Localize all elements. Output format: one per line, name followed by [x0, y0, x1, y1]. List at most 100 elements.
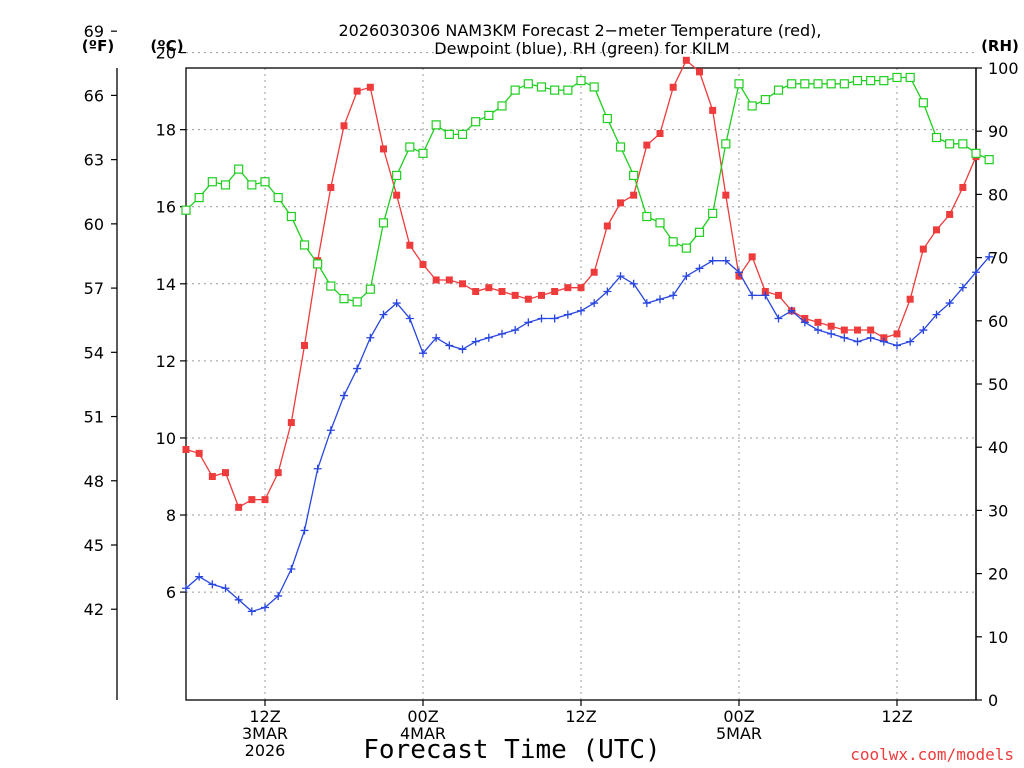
dewpoint-point	[208, 580, 217, 589]
dewpoint-line	[185, 256, 990, 613]
rh-point	[576, 76, 586, 86]
dewpoint-point	[432, 333, 441, 342]
gridlines	[186, 52, 976, 700]
rh-point	[286, 211, 296, 222]
dewpoint-point	[590, 299, 599, 308]
series-group	[181, 56, 994, 616]
rh-point	[510, 85, 520, 95]
rh-point	[945, 139, 955, 149]
dewpoint-point	[392, 299, 401, 308]
dewpoint-point	[735, 268, 743, 277]
temperature-point	[511, 291, 519, 299]
temperature-point	[564, 284, 572, 292]
temperature-point	[353, 87, 361, 95]
rh-point	[734, 79, 744, 89]
temperature-point	[893, 330, 901, 338]
temperature-point	[432, 276, 440, 284]
dewpoint-point	[326, 426, 335, 435]
rh-point	[642, 211, 652, 222]
rh-point	[826, 79, 836, 89]
x-tick-label: 2026	[245, 741, 286, 760]
dewpoint-point	[182, 584, 190, 593]
rh-tick-label: 30	[988, 501, 1008, 520]
temperature-point	[406, 241, 414, 249]
rh-point	[708, 208, 718, 218]
temperature-point	[380, 145, 387, 153]
temperature-point	[301, 341, 308, 349]
fahrenheit-tick-label: 54	[84, 343, 104, 362]
dewpoint-point	[682, 272, 691, 281]
rh-point	[550, 85, 560, 95]
x-axis-title: Forecast Time (UTC)	[363, 735, 660, 765]
celsius-tick-label: 8	[166, 506, 176, 525]
dewpoint-point	[840, 333, 849, 342]
dewpoint-point	[340, 391, 348, 400]
rh-point	[181, 205, 191, 215]
rh-point	[431, 120, 441, 130]
rh-point	[497, 101, 507, 111]
fahrenheit-tick-label: 45	[84, 536, 104, 555]
dewpoint-point	[879, 337, 888, 346]
temperature-point	[919, 245, 927, 253]
dewpoint-point	[708, 256, 717, 265]
rh-point	[207, 177, 217, 187]
dewpoint-point	[669, 291, 678, 300]
rh-point	[866, 76, 876, 86]
temperature-point	[617, 199, 624, 207]
rh-point	[536, 82, 547, 92]
fahrenheit-unit-label: (ºF)	[82, 37, 114, 55]
dewpoint-point	[866, 333, 875, 342]
temperature-point	[261, 496, 269, 504]
dewpoint-point	[419, 349, 427, 358]
rh-point	[629, 170, 639, 181]
dewpoint-point	[550, 314, 559, 323]
temperature-point	[840, 326, 848, 334]
dewpoint-point	[603, 287, 612, 296]
dewpoint-point	[524, 318, 533, 327]
dewpoint-point	[577, 306, 585, 315]
rh-point	[405, 142, 415, 152]
dewpoint-point	[629, 279, 638, 288]
dewpoint-point	[656, 295, 664, 304]
rh-tick-label: 20	[988, 565, 1008, 584]
temperature-point	[340, 122, 348, 130]
temperature-point	[274, 469, 282, 477]
rh-point	[378, 218, 389, 228]
temperature-point	[643, 141, 651, 149]
dewpoint-point	[221, 584, 230, 593]
fahrenheit-tick-label: 57	[84, 279, 104, 298]
temperature-point	[366, 83, 374, 91]
rh-point	[681, 243, 691, 253]
fahrenheit-tick-label: 42	[84, 600, 104, 619]
rh-point	[326, 281, 336, 291]
x-tick-label: 12Z	[881, 707, 912, 726]
temperature-point	[827, 322, 835, 330]
celsius-tick-label: 10	[156, 429, 176, 448]
rh-point	[247, 180, 257, 190]
rh-point	[339, 294, 349, 304]
rh-unit-label: (RH)	[981, 37, 1019, 55]
rh-tick-label: 40	[988, 438, 1008, 457]
axes: 42 45 48 51 54 57 60 63 66 69 6 8 10 12 14 16 18 20 0 10 20 3…	[84, 22, 1019, 760]
temperature-point	[696, 68, 703, 76]
rh-tick-label: 70	[988, 249, 1008, 268]
temperature-point	[538, 291, 545, 299]
temperature-point	[906, 295, 914, 303]
rh-tick-label: 10	[988, 628, 1008, 647]
x-tick-label: 00Z	[407, 707, 438, 726]
rh-point	[813, 79, 823, 89]
rh-point	[273, 192, 283, 203]
temperature-point	[630, 191, 638, 199]
temperature-point	[419, 261, 427, 269]
dewpoint-point	[537, 314, 546, 323]
dewpoint-point	[379, 310, 388, 319]
temperature-point	[235, 503, 243, 511]
temperature-point	[933, 226, 940, 234]
dewpoint-point	[893, 341, 901, 350]
temperature-point	[498, 288, 506, 296]
temperature-point	[459, 280, 466, 288]
rh-point	[852, 76, 863, 86]
dewpoint-point	[985, 252, 994, 261]
rh-line	[185, 76, 990, 303]
rh-point	[260, 177, 270, 187]
